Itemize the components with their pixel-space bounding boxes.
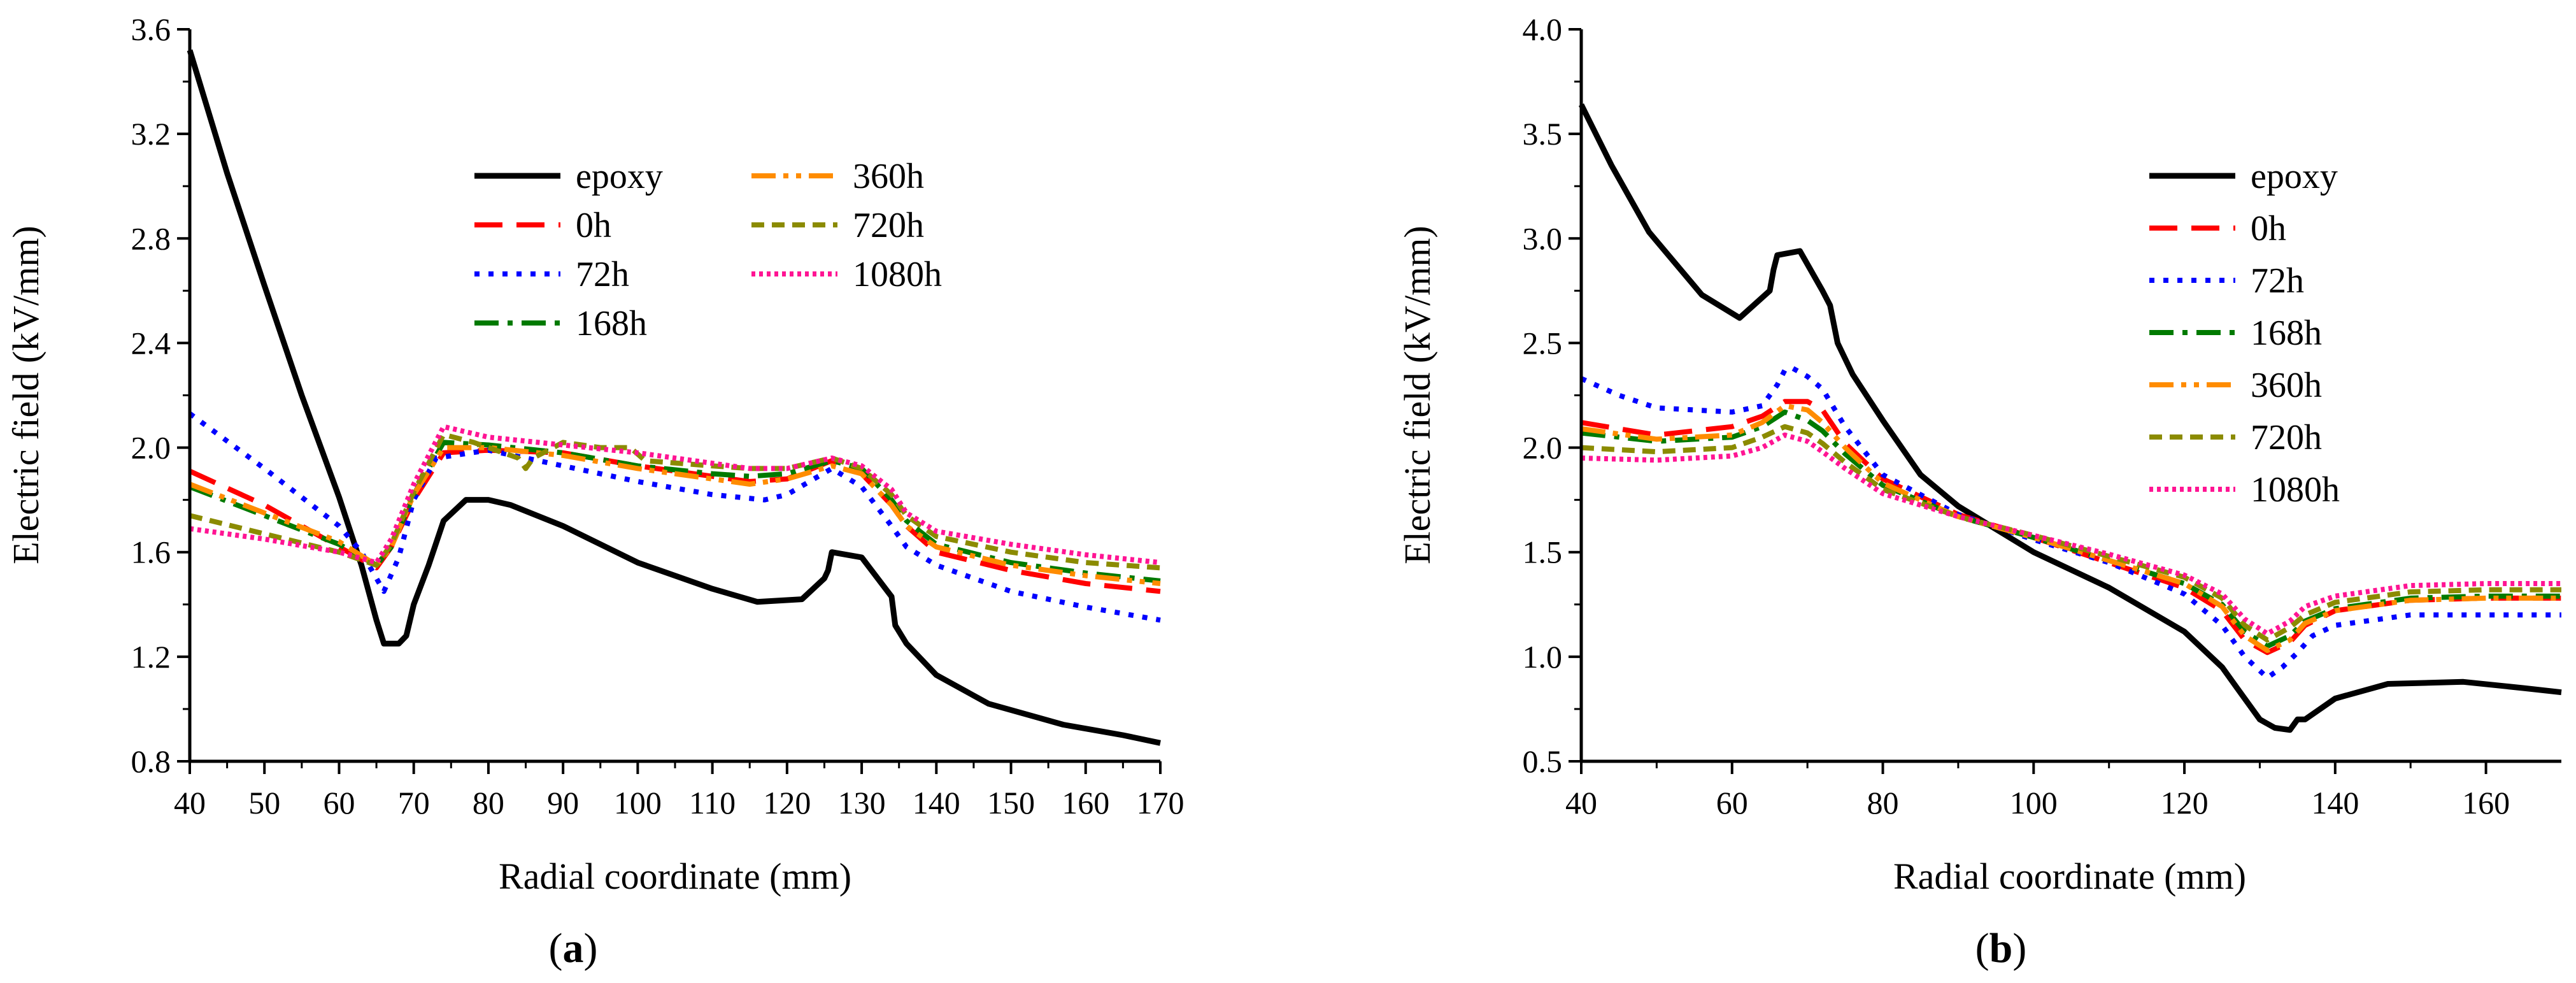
chart-a: 40 50 60 70 80 90 100 110 120 130 140 150 160 170 0.8 1… — [5, 11, 1185, 972]
series-1080h-line — [189, 424, 1161, 566]
legend-label-1080h: 1080h — [2251, 470, 2340, 510]
series-72h-line — [188, 411, 1161, 623]
series-720h-line — [189, 432, 1161, 571]
legend-label-720h: 720h — [2251, 418, 2322, 457]
x-tick-label: 160 — [2462, 785, 2510, 821]
x-tick-label: 110 — [689, 785, 736, 821]
y-axis-label: Electric field (kV/mm) — [5, 226, 46, 564]
x-tick-label: 80 — [1867, 785, 1899, 821]
x-axis-label: Radial coordinate (mm) — [1893, 856, 2246, 897]
y-tick-label: 1.2 — [131, 639, 171, 675]
x-tick-label: 40 — [1565, 785, 1597, 821]
legend-label-168h: 168h — [2251, 313, 2322, 353]
series-168h-line — [1581, 409, 2561, 649]
chart-b: 40 60 80 100 120 140 160 0.5 1.0 1.5 2.0 2.5 3.0 3.5 4… — [1397, 11, 2562, 972]
legend-label-epoxy: epoxy — [576, 157, 663, 196]
x-tick-label: 60 — [323, 785, 355, 821]
x-tick-label: 140 — [913, 785, 960, 821]
y-tick-label: 2.4 — [131, 325, 171, 361]
legend-label-0h: 0h — [576, 206, 611, 245]
y-tick-label: 2.5 — [1523, 325, 1563, 361]
legend-label-72h: 72h — [2251, 261, 2304, 301]
x-axis-label: Radial coordinate (mm) — [499, 856, 851, 897]
panel-label: (a) — [549, 925, 598, 972]
y-tick-label: 1.6 — [131, 535, 171, 570]
series-1080h-line — [1581, 432, 2561, 636]
legend-label-360h: 360h — [853, 157, 924, 196]
series-720h-line — [1581, 424, 2561, 643]
x-tick-label: 140 — [2311, 785, 2359, 821]
x-tick-label: 120 — [763, 785, 811, 821]
series-360h-line — [1581, 403, 2561, 653]
legend-label-epoxy: epoxy — [2251, 157, 2338, 196]
y-tick-label: 3.2 — [131, 116, 171, 152]
series-72h-line — [1580, 365, 2561, 680]
x-tick-label: 80 — [473, 785, 504, 821]
x-tick-label: 100 — [614, 785, 662, 821]
series-epoxy-line — [1578, 103, 2562, 733]
series-epoxy-line — [187, 49, 1161, 746]
y-tick-label: 1.5 — [1523, 535, 1563, 570]
legend-label-720h: 720h — [853, 206, 924, 245]
y-tick-label: 0.8 — [131, 743, 171, 779]
x-tick-label: 100 — [2010, 785, 2058, 821]
legend-label-72h: 72h — [576, 255, 629, 294]
y-tick-label: 2.0 — [131, 430, 171, 466]
x-tick-label: 150 — [987, 785, 1035, 821]
y-tick-label: 4.0 — [1523, 11, 1563, 47]
x-tick-label: 40 — [174, 785, 206, 821]
y-tick-label: 3.5 — [1523, 116, 1563, 152]
series-168h-line — [189, 440, 1161, 584]
x-tick-label: 90 — [547, 785, 579, 821]
y-axis-label: Electric field (kV/mm) — [1397, 226, 1438, 564]
y-tick-label: 0.5 — [1523, 743, 1563, 779]
y-tick-label: 2.8 — [131, 220, 171, 256]
legend-label-168h: 168h — [576, 304, 647, 343]
x-tick-label: 70 — [398, 785, 430, 821]
x-tick-label: 60 — [1716, 785, 1748, 821]
x-tick-label: 130 — [838, 785, 886, 821]
x-tick-label: 50 — [248, 785, 280, 821]
x-tick-label: 120 — [2161, 785, 2209, 821]
x-tick-label: 170 — [1137, 785, 1185, 821]
y-tick-label: 2.0 — [1523, 430, 1563, 466]
legend-label-1080h: 1080h — [853, 255, 942, 294]
legend-label-0h: 0h — [2251, 209, 2286, 248]
panel-label: (b) — [1975, 925, 2027, 972]
y-tick-label: 3.6 — [131, 11, 171, 47]
y-tick-label: 3.0 — [1523, 220, 1563, 256]
y-tick-label: 1.0 — [1523, 639, 1563, 675]
legend-label-360h: 360h — [2251, 366, 2322, 405]
x-tick-label: 160 — [1062, 785, 1109, 821]
